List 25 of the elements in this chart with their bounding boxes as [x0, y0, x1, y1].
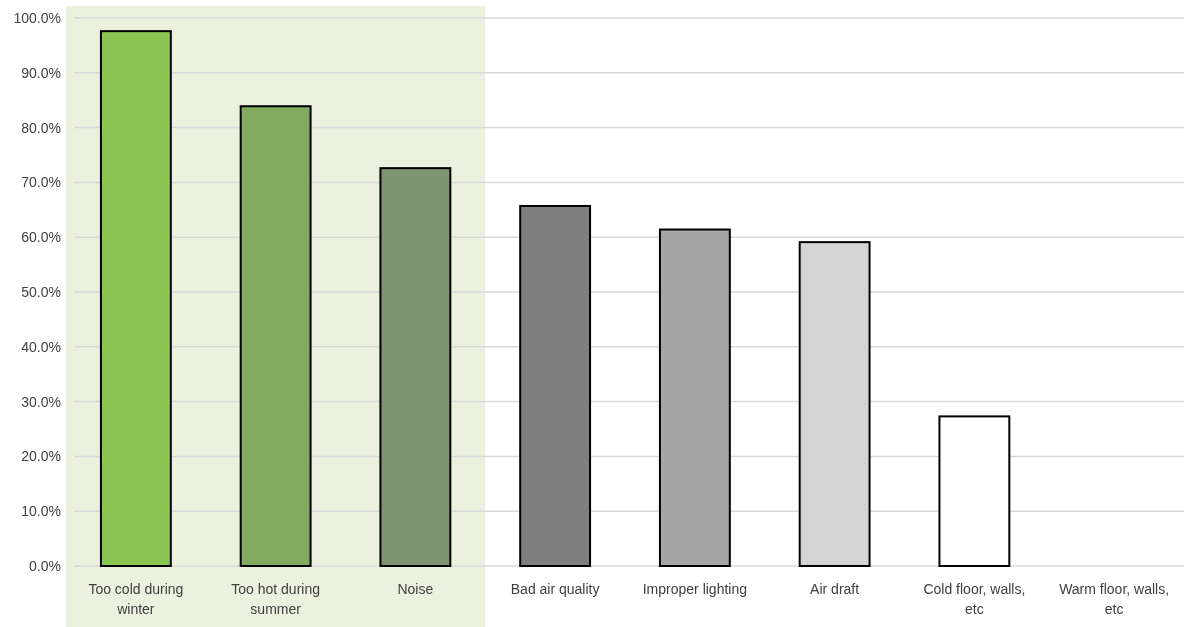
bar	[658, 228, 731, 567]
y-tick-label: 30.0%	[21, 393, 61, 410]
y-tick-label: 20.0%	[21, 448, 61, 465]
bar	[379, 167, 452, 567]
x-tick-label: Noise	[397, 581, 434, 597]
y-tick-label: 40.0%	[21, 338, 61, 355]
x-tick-label: Improper lighting	[642, 581, 748, 597]
x-tick-label: Cold floor, walls, etc	[923, 581, 1026, 617]
y-tick-label: 70.0%	[21, 174, 61, 191]
y-tick-label: 60.0%	[21, 229, 61, 246]
bar	[519, 204, 592, 567]
x-tick-label: Air draft	[810, 581, 860, 597]
y-tick-label: 50.0%	[21, 283, 61, 300]
x-tick-label: Too cold during winter	[88, 581, 184, 617]
bar	[938, 415, 1011, 567]
y-tick-label: 80.0%	[21, 119, 61, 136]
y-tick-label: 0.0%	[29, 557, 61, 574]
x-tick-label: Warm floor, walls, etc	[1059, 581, 1170, 617]
x-tick-label: Too hot during summer	[231, 581, 320, 617]
y-tick-label: 90.0%	[21, 64, 61, 81]
y-tick-label: 10.0%	[21, 503, 61, 520]
bar	[239, 105, 312, 567]
y-tick-label: 100.0%	[13, 9, 61, 26]
x-tick-label: Bad air quality	[510, 581, 600, 597]
bar	[99, 30, 172, 567]
